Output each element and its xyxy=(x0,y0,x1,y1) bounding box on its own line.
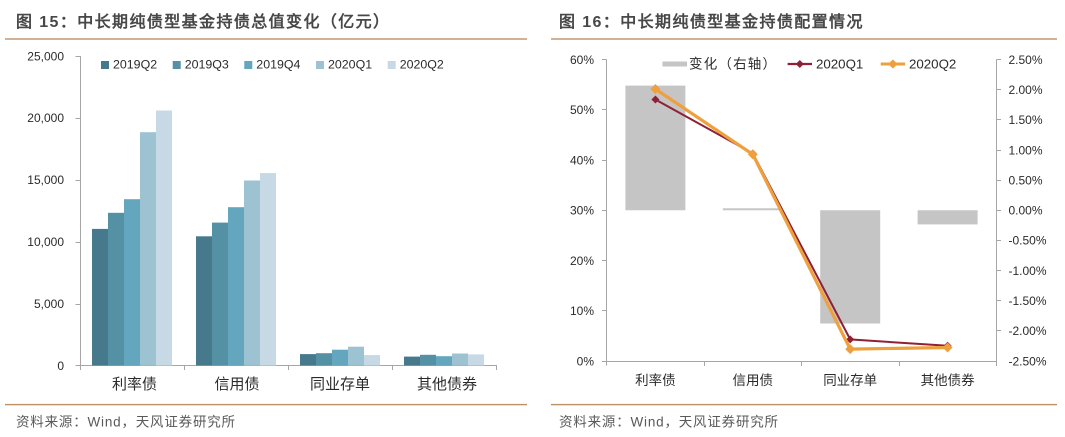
svg-text:图 16：中长期纯债型基金持债配置情况: 图 16：中长期纯债型基金持债配置情况 xyxy=(559,12,864,31)
svg-text:30%: 30% xyxy=(570,204,594,218)
svg-text:-1.00%: -1.00% xyxy=(1009,264,1047,278)
svg-text:利率债: 利率债 xyxy=(635,372,676,388)
svg-text:2019Q3: 2019Q3 xyxy=(185,58,229,72)
svg-text:信用债: 信用债 xyxy=(214,376,259,393)
svg-text:2020Q1: 2020Q1 xyxy=(328,58,372,72)
svg-text:信用债: 信用债 xyxy=(733,373,774,388)
svg-text:2.50%: 2.50% xyxy=(1009,53,1043,67)
svg-text:2019Q4: 2019Q4 xyxy=(256,58,300,72)
svg-text:2020Q2: 2020Q2 xyxy=(400,58,444,72)
svg-text:0: 0 xyxy=(57,359,64,373)
svg-text:60%: 60% xyxy=(570,53,594,67)
svg-text:同业存单: 同业存单 xyxy=(310,376,370,393)
svg-text:0.50%: 0.50% xyxy=(1009,173,1043,187)
svg-text:1.00%: 1.00% xyxy=(1009,143,1043,157)
svg-text:20%: 20% xyxy=(570,254,594,268)
svg-text:其他债券: 其他债券 xyxy=(921,373,975,388)
svg-text:15,000: 15,000 xyxy=(27,173,64,187)
svg-text:2.00%: 2.00% xyxy=(1009,83,1043,97)
svg-text:20,000: 20,000 xyxy=(27,111,64,125)
svg-text:-2.00%: -2.00% xyxy=(1009,324,1047,338)
svg-text:10,000: 10,000 xyxy=(27,235,64,249)
svg-text:其他债券: 其他债券 xyxy=(417,376,477,393)
svg-text:同业存单: 同业存单 xyxy=(823,373,877,388)
svg-text:-1.50%: -1.50% xyxy=(1009,294,1047,308)
svg-text:-2.50%: -2.50% xyxy=(1009,354,1047,368)
svg-text:-0.50%: -0.50% xyxy=(1009,234,1047,248)
svg-text:2020Q1: 2020Q1 xyxy=(816,57,863,72)
svg-text:40%: 40% xyxy=(570,153,594,167)
svg-text:2020Q2: 2020Q2 xyxy=(909,57,956,72)
svg-text:0.00%: 0.00% xyxy=(1009,204,1043,218)
svg-text:0%: 0% xyxy=(577,354,595,368)
svg-text:2019Q2: 2019Q2 xyxy=(113,58,157,72)
svg-text:资料来源：Wind，天风证券研究所: 资料来源：Wind，天风证券研究所 xyxy=(559,415,779,430)
svg-text:资料来源：Wind，天风证券研究所: 资料来源：Wind，天风证券研究所 xyxy=(16,415,236,430)
svg-text:50%: 50% xyxy=(570,103,594,117)
svg-text:5,000: 5,000 xyxy=(34,297,64,311)
svg-text:10%: 10% xyxy=(570,304,594,318)
svg-text:1.50%: 1.50% xyxy=(1009,113,1043,127)
svg-text:利率债: 利率债 xyxy=(112,376,157,393)
svg-text:25,000: 25,000 xyxy=(27,49,64,63)
svg-text:变化（右轴）: 变化（右轴） xyxy=(689,57,777,72)
svg-text:图 15：中长期纯债型基金持债总值变化（亿元）: 图 15：中长期纯债型基金持债总值变化（亿元） xyxy=(16,12,390,31)
